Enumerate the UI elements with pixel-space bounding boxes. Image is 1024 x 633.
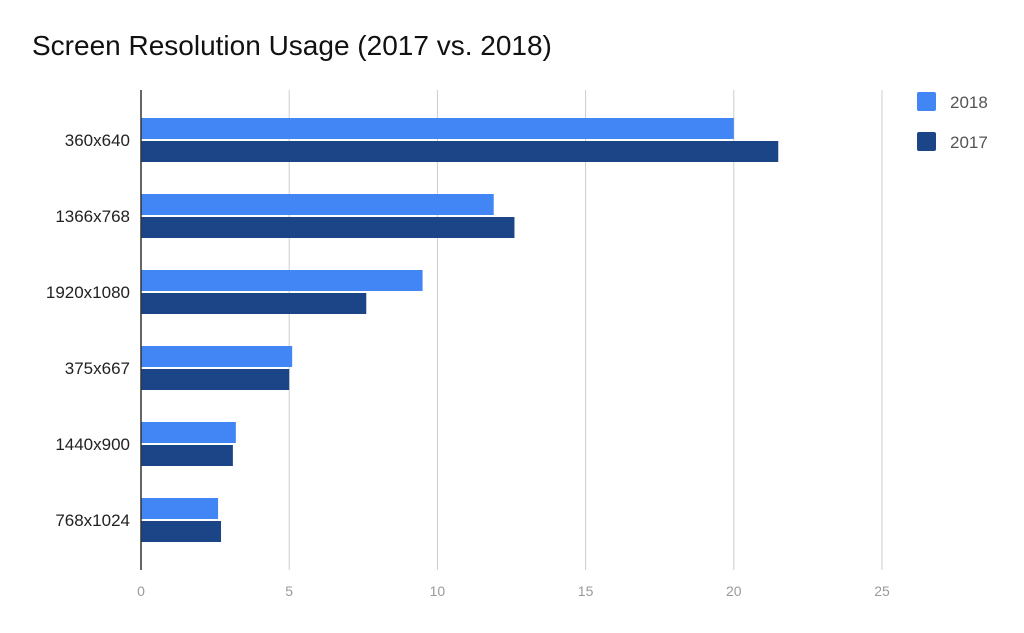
category-label: 375x667 [65,359,130,378]
x-tick-labels: 0 5 10 15 20 25 [137,583,890,599]
category-label: 768x1024 [55,511,130,530]
x-tick-label: 15 [578,583,594,599]
gridlines [288,90,883,570]
bar-2017-375x667 [141,369,290,390]
bar-2017-768x1024 [141,521,222,542]
x-tick-label: 20 [726,583,742,599]
legend: 2018 2017 [917,92,988,152]
x-tick-label: 10 [430,583,446,599]
bar-2017-1920x1080 [141,293,367,314]
x-tick-label: 5 [285,583,293,599]
bar-2018-1920x1080 [141,270,423,291]
legend-swatch [917,132,936,151]
category-label: 1920x1080 [46,283,130,302]
legend-label: 2017 [950,133,988,152]
bar-2017-1366x768 [141,217,515,238]
bar-2018-768x1024 [141,498,219,519]
legend-label: 2018 [950,93,988,112]
x-tick-label: 25 [874,583,890,599]
category-label: 1366x768 [55,207,130,226]
bars [141,118,779,542]
category-label: 1440x900 [55,435,130,454]
bar-2017-1440x900 [141,445,233,466]
bar-2018-360x640 [141,118,734,139]
bar-2018-1366x768 [141,194,494,215]
category-label: 360x640 [65,131,130,150]
category-labels: 360x640 1366x768 1920x1080 375x667 1440x900 7… [46,131,130,530]
chart-title: Screen Resolution Usage (2017 vs. 2018) [32,30,552,61]
bar-2018-1440x900 [141,422,236,443]
bar-2018-375x667 [141,346,293,367]
legend-swatch [917,92,936,111]
x-tick-label: 0 [137,583,145,599]
bar-2017-360x640 [141,141,779,162]
